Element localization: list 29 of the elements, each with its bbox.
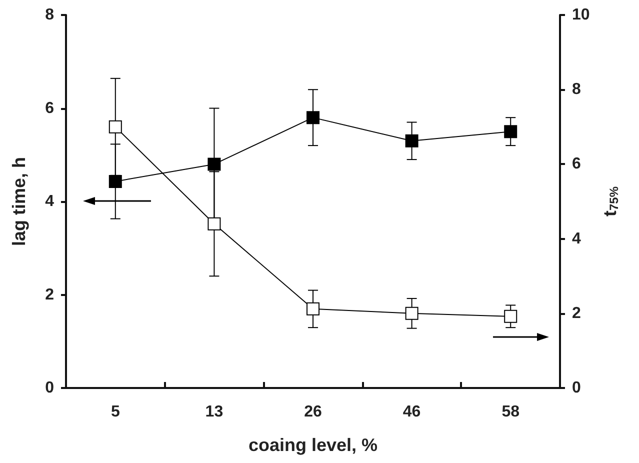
point bbox=[208, 158, 221, 171]
y-tick-label: 4 bbox=[45, 193, 54, 210]
x-tick-label: 26 bbox=[304, 404, 322, 420]
x-axis-title: coaing level, % bbox=[248, 435, 378, 455]
point bbox=[108, 174, 122, 188]
point bbox=[405, 306, 418, 320]
point bbox=[405, 134, 418, 148]
y-tick-label: 8 bbox=[45, 6, 54, 24]
y2-tick-label: 10 bbox=[572, 6, 590, 24]
x-tick-label: 58 bbox=[502, 404, 520, 420]
x-tick-label: 46 bbox=[402, 404, 421, 420]
point bbox=[504, 125, 518, 138]
point bbox=[208, 217, 221, 230]
point bbox=[108, 120, 122, 134]
point bbox=[306, 111, 320, 124]
y2-tick-label: 4 bbox=[572, 230, 581, 248]
y2-tick-label: 8 bbox=[572, 81, 581, 98]
y-axis-title: lag time, h bbox=[9, 156, 29, 246]
y-tick-label: 2 bbox=[45, 286, 54, 304]
y2-tick-label: 0 bbox=[572, 380, 581, 396]
y-tick-label: 6 bbox=[45, 100, 54, 117]
y2-tick-label: 2 bbox=[572, 304, 581, 322]
point bbox=[504, 310, 518, 323]
point bbox=[306, 302, 320, 316]
y-tick-label: 0 bbox=[45, 380, 54, 396]
x-tick-label: 5 bbox=[110, 404, 120, 420]
y2-axis-title: t75% bbox=[600, 186, 621, 217]
y2-tick-label: 6 bbox=[572, 156, 581, 173]
x-tick-label: 13 bbox=[205, 404, 224, 420]
